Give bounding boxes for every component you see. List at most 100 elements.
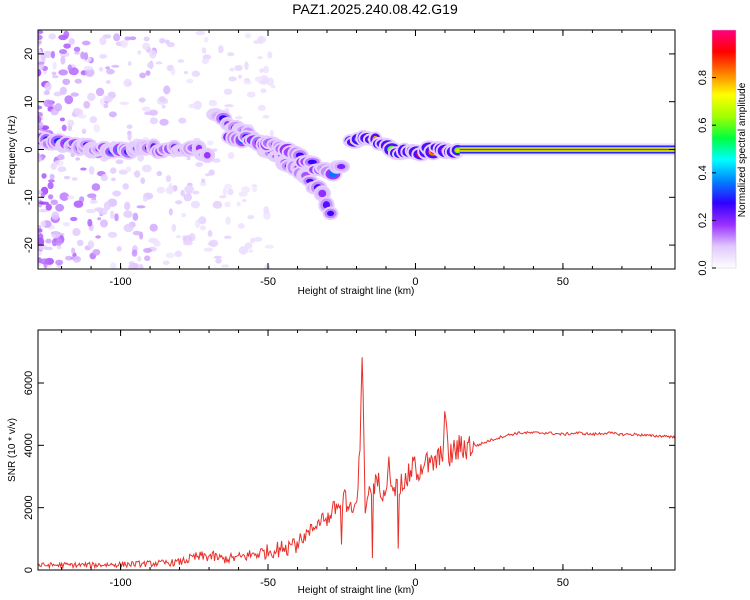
- spectrogram-noise-speckle: [71, 177, 78, 181]
- spectrogram-noise-speckle: [149, 49, 157, 59]
- spectrogram-noise-speckle: [254, 76, 264, 83]
- spectrogram-noise-speckle: [177, 59, 185, 63]
- spectrogram-noise-speckle: [165, 175, 172, 183]
- spectrogram-noise-speckle: [153, 240, 161, 247]
- spectrogram-noise-speckle: [72, 255, 82, 263]
- spectrogram-noise-speckle: [75, 157, 80, 161]
- spectrogram-noise-speckle: [83, 52, 89, 61]
- spectrogram-noise-speckle: [159, 37, 166, 44]
- spectrogram-noise-speckle: [67, 64, 73, 72]
- spectrogram-noise-speckle: [50, 199, 59, 205]
- spectrogram-noise-speckle: [212, 158, 221, 163]
- spectrogram-noise-speckle: [57, 154, 65, 161]
- spectrogram-noise-speckle: [172, 185, 178, 192]
- spectrogram-noise-speckle: [71, 247, 76, 255]
- spectrogram-noise-speckle: [241, 199, 247, 203]
- y-tick-label: 0: [23, 567, 35, 573]
- spectrogram-noise-speckle: [191, 70, 200, 77]
- spectrogram-noise-speckle: [168, 182, 173, 192]
- spectrogram-noise-speckle: [195, 30, 206, 36]
- snr-ticks: -100 -50 0 50 0 2000 4000 6000: [23, 330, 675, 589]
- spectrogram-noise-speckle: [201, 47, 207, 54]
- colorbar-gradient: [711, 29, 737, 269]
- spectrogram-noise-speckle: [40, 201, 49, 205]
- spectrogram-noise-speckle: [38, 227, 43, 233]
- spectrogram-noise-speckle: [61, 124, 67, 132]
- spectrogram-noise-speckle: [213, 255, 223, 259]
- spectrogram-noise-speckle: [98, 67, 104, 72]
- spectrogram-noise-speckle: [225, 216, 231, 225]
- spectrogram-noise-speckle: [38, 237, 45, 246]
- spectrogram-noise-speckle: [40, 220, 46, 228]
- spectrogram-noise-speckle: [218, 45, 224, 54]
- spectrogram-noise-speckle: [99, 36, 107, 46]
- spectrogram-noise-speckle: [165, 252, 175, 259]
- spectrogram-noise-speckle: [246, 91, 256, 98]
- spectrogram-noise-speckle: [142, 42, 151, 51]
- spectrogram-noise-speckle: [127, 61, 132, 66]
- spectrogram-noise-speckle: [83, 100, 91, 109]
- spectrogram-noise-speckle: [67, 195, 75, 200]
- spectrogram-noise-speckle: [70, 216, 78, 222]
- spectrogram-noise-speckle: [142, 196, 148, 202]
- spectrogram-noise-speckle: [228, 76, 237, 82]
- spectrogram-noise-speckle: [53, 160, 64, 167]
- spectrogram-noise-speckle: [39, 258, 50, 265]
- spectrogram-noise-speckle: [73, 46, 81, 53]
- colorbar: 0.0 0.2 0.4 0.6 0.8 Normalized spectral ampl…: [697, 29, 748, 276]
- spectrogram-noise-speckle: [111, 64, 120, 68]
- spectrogram-noise-speckle: [110, 262, 117, 269]
- spectrogram-noise-speckle: [55, 238, 63, 246]
- spectrogram-noise-speckle: [145, 70, 151, 76]
- x-tick-label: -50: [260, 577, 276, 589]
- spectrogram-noise-speckle: [88, 166, 95, 175]
- spectrogram-noise-speckle: [212, 200, 223, 209]
- spectrogram-noise-speckle: [241, 186, 251, 194]
- colorbar-tick-label: 0.4: [697, 165, 709, 180]
- spectrogram-noise-speckle: [156, 170, 163, 177]
- spectrogram-noise-speckle: [38, 225, 42, 229]
- spectrogram-noise-speckle: [38, 34, 43, 40]
- spectrogram-noise-speckle: [229, 67, 235, 72]
- spectrogram-noise-speckle: [175, 234, 182, 239]
- spectrogram-noise-speckle: [49, 173, 55, 180]
- spectrogram-noise-speckle: [123, 223, 134, 233]
- spectrogram-noise-speckle: [132, 230, 142, 236]
- spectrogram-noise-speckle: [260, 88, 267, 94]
- spectrogram-noise-speckle: [63, 43, 71, 49]
- spectrogram-noise-speckle: [103, 103, 109, 109]
- spectrogram-noise-speckle: [86, 208, 94, 213]
- spectrogram-noise-speckle: [50, 50, 56, 59]
- spectrogram-noise-speckle: [58, 69, 68, 76]
- colorbar-label: Normalized spectral amplitude: [737, 82, 748, 217]
- snr-x-axis-label: Height of straight line (km): [298, 585, 415, 596]
- spectrogram-noise-speckle: [51, 231, 61, 239]
- spectrogram-ridge-blob: [456, 148, 460, 152]
- x-tick-label: 0: [412, 577, 418, 589]
- spectrogram-noise-speckle: [127, 132, 132, 141]
- spectrogram-noise-speckle: [125, 166, 132, 173]
- spectrogram-noise-speckle: [141, 106, 151, 112]
- spectrogram-x-axis-label: Height of straight line (km): [298, 286, 415, 297]
- spectrogram-noise-speckle: [45, 238, 52, 244]
- snr-series-line: [38, 357, 675, 570]
- spectrogram-noise-speckle: [132, 212, 139, 222]
- spectrogram-noise-speckle: [68, 37, 75, 45]
- spectrogram-noise-speckle: [87, 92, 96, 102]
- x-tick-label: -100: [110, 577, 132, 589]
- spectrogram-noise-speckle: [207, 230, 213, 238]
- spectrogram-noise-layer: [38, 30, 276, 269]
- spectrogram-noise-speckle: [52, 75, 59, 79]
- spectrogram-noise-speckle: [223, 235, 232, 239]
- spectrogram-noise-speckle: [40, 192, 45, 199]
- spectrogram-noise-speckle: [263, 206, 270, 214]
- spectrogram-noise-speckle: [97, 217, 102, 221]
- spectrogram-noise-speckle: [249, 237, 255, 244]
- spectrogram-noise-speckle: [131, 249, 138, 257]
- spectrogram-noise-speckle: [227, 52, 235, 57]
- spectrogram-noise-speckle: [80, 51, 85, 60]
- spectrogram-noise-speckle: [174, 250, 183, 258]
- spectrogram-noise-speckle: [48, 194, 54, 200]
- spectrogram-noise-speckle: [184, 185, 195, 193]
- spectrogram-noise-speckle: [190, 200, 201, 209]
